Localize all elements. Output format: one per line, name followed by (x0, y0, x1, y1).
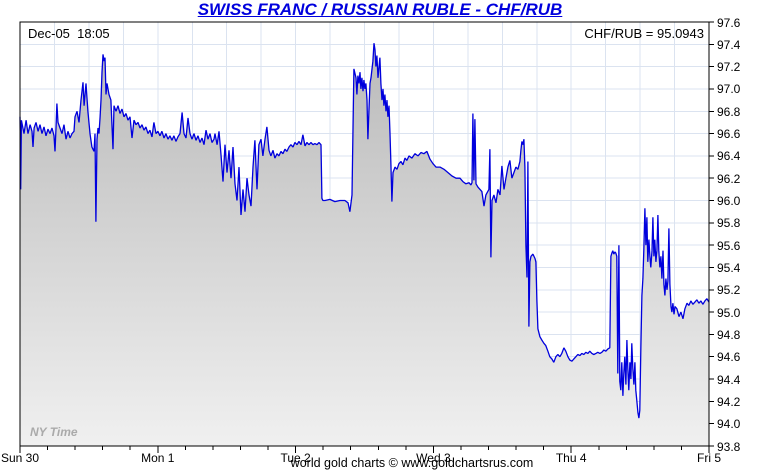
y-axis-tick-label: 94.8 (717, 327, 741, 342)
y-axis-tick-label: 96.2 (717, 171, 741, 186)
source-caption: world gold charts © www.goldchartsrus.co… (290, 456, 534, 470)
y-axis-tick-label: 93.8 (717, 439, 741, 454)
x-axis-day-label: Tue 2 (280, 451, 311, 465)
current-quote-label: CHF/RUB = 95.0943 (584, 26, 704, 41)
y-axis-tick-label: 97.4 (717, 37, 741, 52)
price-line (19, 43, 710, 419)
timezone-watermark: NY Time (30, 425, 78, 439)
y-axis-tick-label: 95.0 (717, 305, 741, 320)
x-axis-day-label: Thu 4 (555, 451, 587, 465)
x-axis-day-label: Mon 1 (141, 451, 175, 465)
y-axis-tick-label: 97.6 (717, 15, 741, 30)
y-axis-tick-label: 95.2 (717, 283, 741, 298)
x-axis-day-label: Wed 3 (416, 451, 451, 465)
y-axis-tick-label: 96.4 (717, 149, 741, 164)
y-axis-tick-label: 95.8 (717, 216, 741, 231)
plot-border (19, 21, 710, 447)
x-axis-day-label: Fri 5 (697, 451, 721, 465)
y-axis-tick-label: 96.8 (717, 104, 741, 119)
page-title: SWISS FRANC / RUSSIAN RUBLE - CHF/RUB (197, 0, 563, 19)
y-axis-tick-label: 94.0 (717, 417, 741, 432)
last-update-timestamp: Dec-05 18:05 (28, 26, 110, 41)
y-axis-tick-label: 95.6 (717, 238, 741, 253)
x-axis-day-label: Sun 30 (0, 451, 40, 465)
y-axis-tick-label: 95.4 (717, 260, 741, 275)
y-axis-tick-label: 94.2 (717, 394, 741, 409)
y-axis-tick-label: 97.2 (717, 60, 741, 75)
y-axis-tick-label: 96.6 (717, 127, 741, 142)
price-area (20, 43, 709, 446)
y-axis-tick-label: 94.4 (717, 372, 741, 387)
y-axis-tick-label: 96.0 (717, 194, 741, 209)
y-axis-tick-label: 97.0 (717, 82, 741, 97)
y-axis-tick-label: 94.6 (717, 350, 741, 365)
